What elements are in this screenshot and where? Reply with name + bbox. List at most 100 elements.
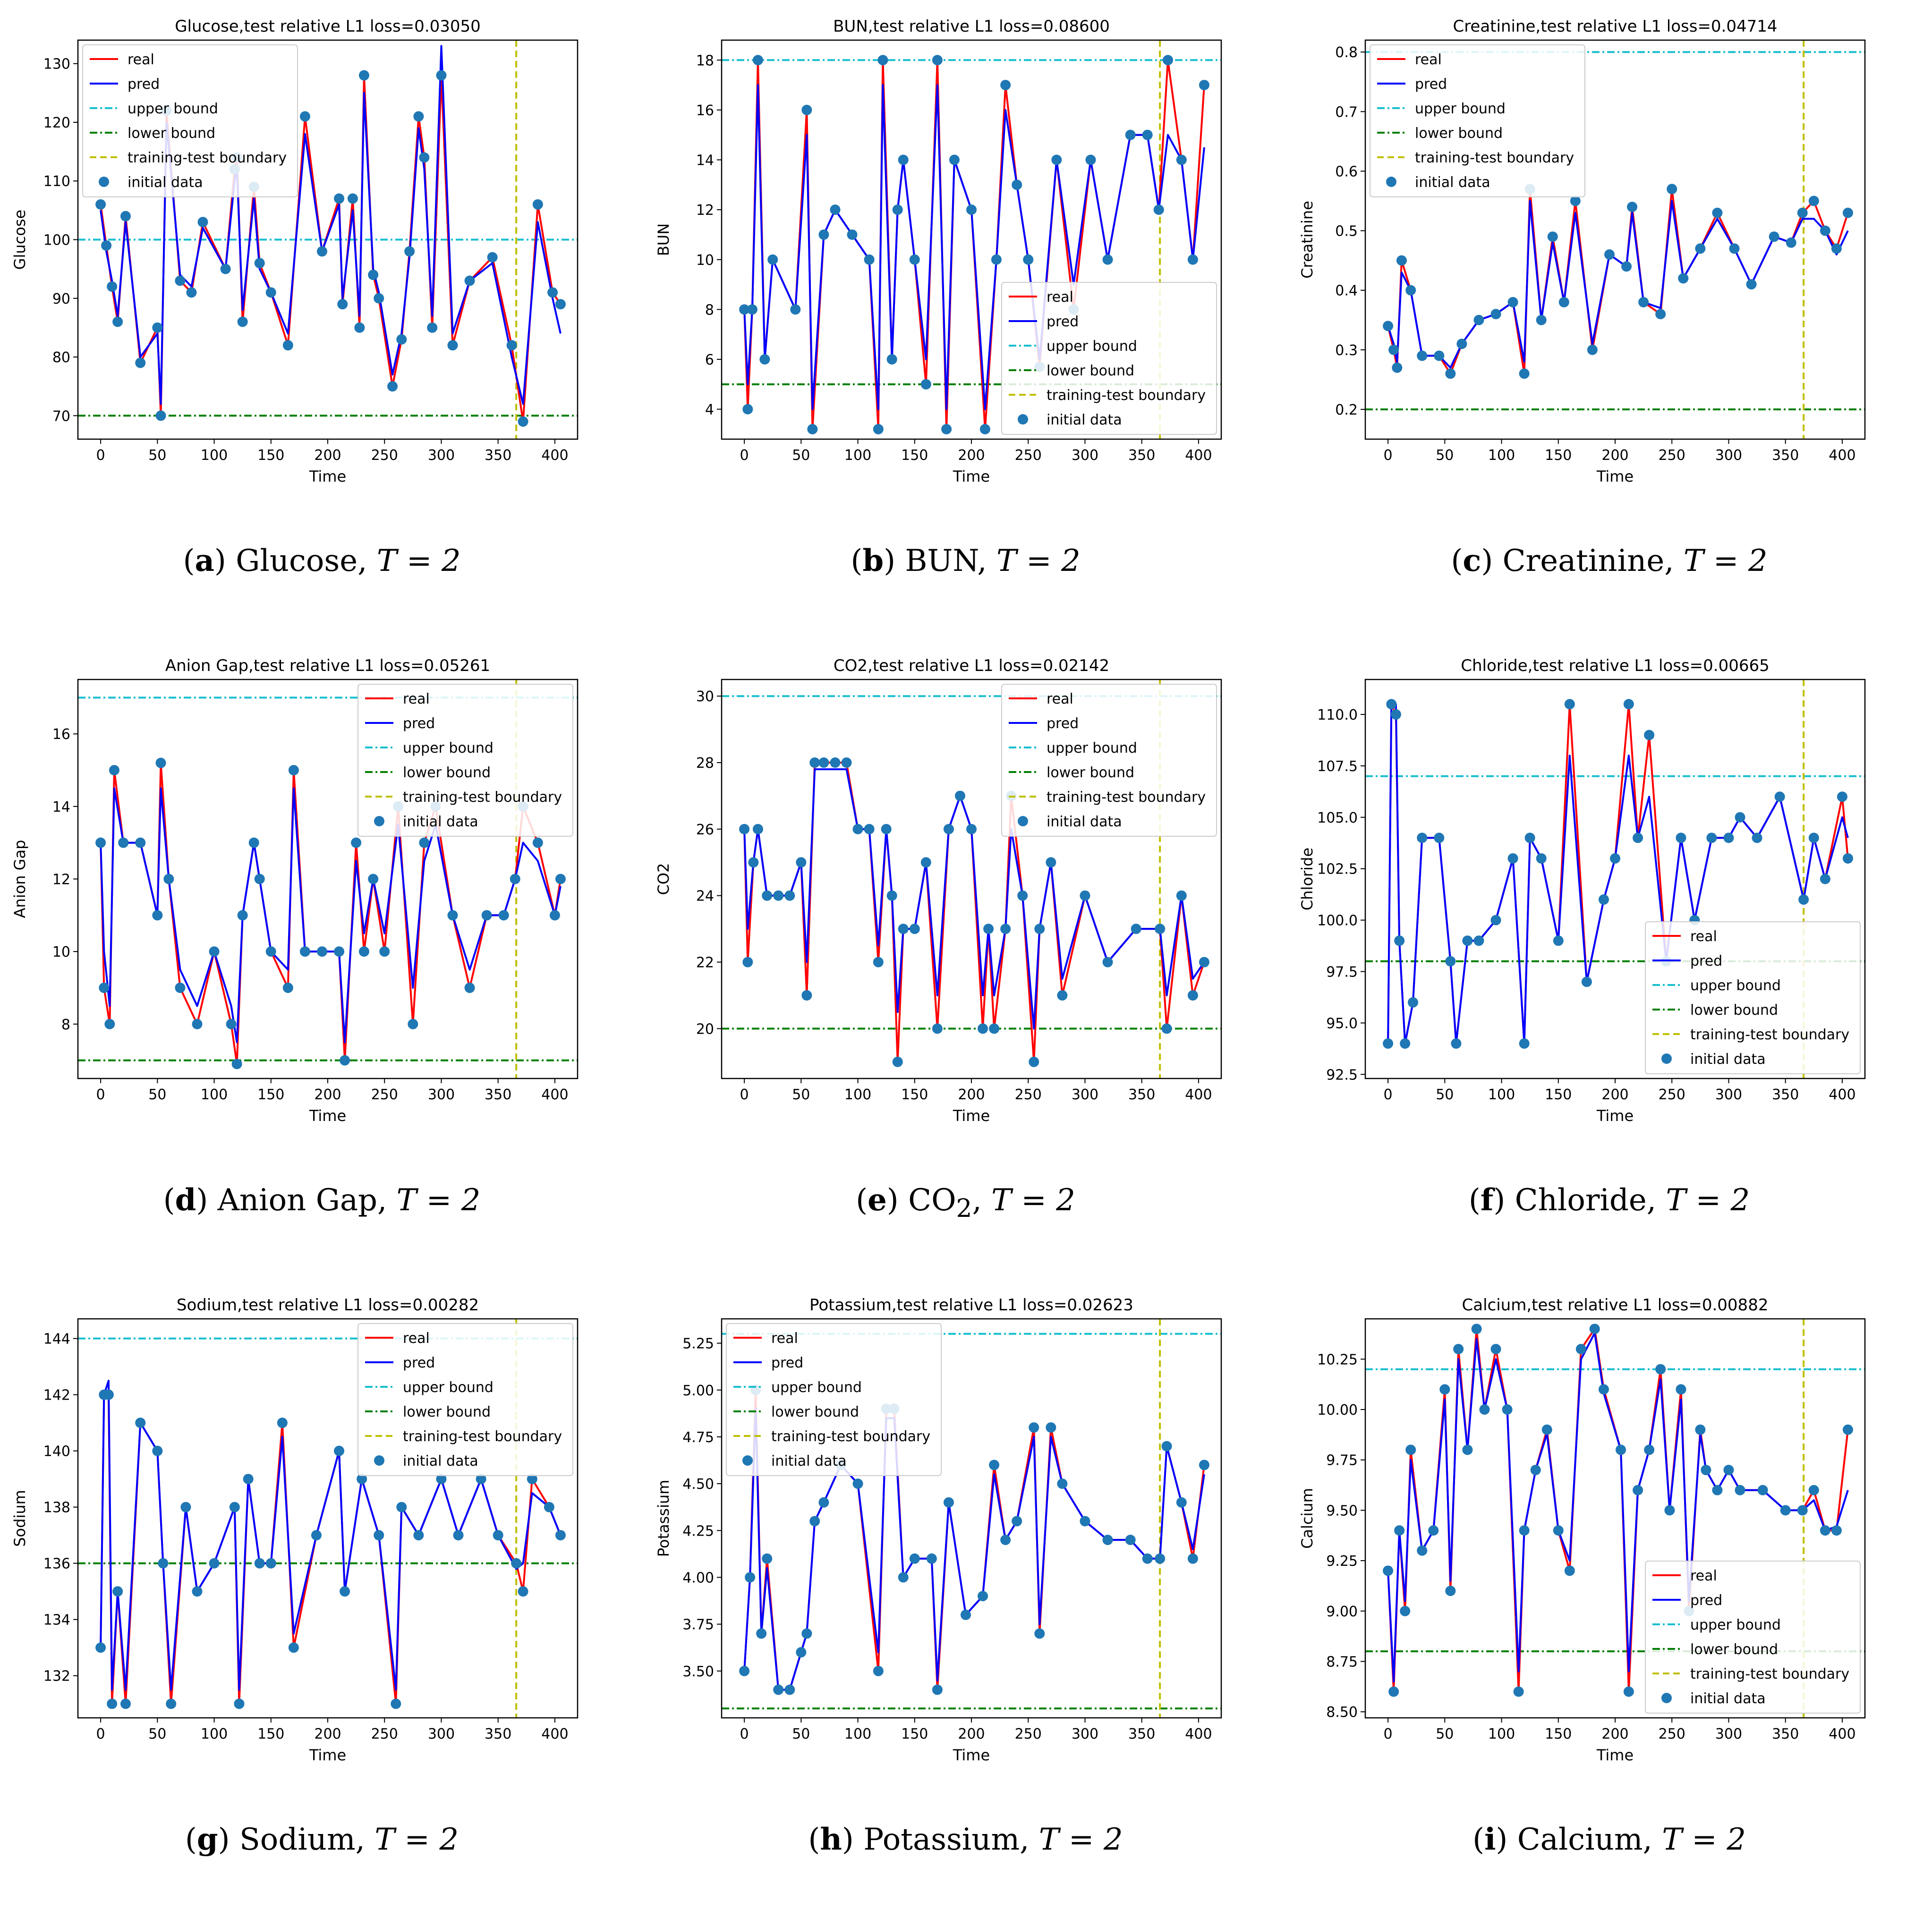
initial-data-point: [1604, 249, 1615, 260]
y-tick-label: 134: [43, 1612, 70, 1629]
x-tick-label: 0: [1384, 1726, 1393, 1742]
initial-data-point: [413, 1530, 424, 1541]
initial-data-point: [742, 404, 753, 415]
legend-label: lower bound: [771, 1404, 859, 1420]
x-tick-label: 0: [1384, 447, 1393, 464]
initial-data-point: [231, 1059, 242, 1070]
initial-data-point: [427, 322, 438, 333]
initial-data-point: [877, 55, 888, 66]
initial-data-point: [1519, 1038, 1530, 1049]
initial-data-point: [920, 379, 931, 390]
x-tick-label: 100: [201, 1087, 228, 1103]
initial-data-point: [762, 1553, 773, 1564]
y-tick-label: 20: [696, 1021, 714, 1037]
initial-data-point: [966, 204, 977, 215]
caption-parameter: T = 2: [396, 1183, 481, 1218]
y-tick-label: 12: [52, 872, 70, 888]
initial-data-point: [801, 104, 812, 115]
initial-data-point: [773, 1684, 784, 1695]
initial-data-point: [1400, 1038, 1411, 1049]
initial-data-point: [118, 837, 129, 848]
initial-data-point: [830, 204, 841, 215]
chart-title: Creatinine,test relative L1 loss=0.04714: [1453, 17, 1777, 36]
legend-label: lower bound: [403, 1404, 491, 1420]
legend: real pred upper bound lower bound training-t…: [82, 44, 298, 197]
caption-letter: (g): [185, 1822, 239, 1857]
y-tick-label: 8.75: [1326, 1654, 1358, 1671]
initial-data-point: [1383, 1038, 1394, 1049]
legend: real pred upper bound lower bound training-t…: [726, 1323, 942, 1476]
initial-data-point: [464, 275, 475, 286]
initial-data-point: [234, 1698, 245, 1709]
initial-data-point: [518, 416, 528, 427]
pred-series-line: [100, 45, 562, 405]
x-tick-label: 150: [257, 1726, 284, 1742]
initial-data-point: [1388, 344, 1399, 355]
initial-data-point: [347, 193, 358, 204]
initial-data-point: [1598, 1384, 1609, 1395]
initial-data-point: [408, 1019, 418, 1029]
caption-variable: BUN: [905, 543, 978, 578]
x-tick-label: 250: [1015, 1726, 1042, 1742]
chart-title: BUN,test relative L1 loss=0.08600: [833, 17, 1110, 36]
caption-parameter: T = 2: [374, 1822, 459, 1857]
initial-data-point: [1394, 1525, 1405, 1536]
legend-label: initial data: [1415, 174, 1490, 191]
initial-data-point: [226, 1019, 237, 1029]
initial-data-point: [1712, 207, 1723, 218]
chart-panel-d: Anion Gap,test relative L1 loss=0.05261 0…: [0, 639, 644, 1279]
initial-data-point: [1780, 1505, 1791, 1516]
legend-label: pred: [403, 715, 435, 732]
initial-data-point: [1598, 894, 1609, 905]
x-tick-label: 100: [844, 1087, 871, 1103]
initial-data-point: [747, 304, 757, 315]
initial-data-point: [340, 1055, 350, 1066]
initial-data-point: [265, 1558, 276, 1569]
pred-series-line: [743, 768, 1205, 1030]
initial-data-point: [1820, 874, 1830, 884]
caption-variable: Chloride: [1515, 1183, 1647, 1218]
x-tick-label: 200: [1601, 1087, 1628, 1103]
caption-h: (h) Potassium, T = 2: [808, 1822, 1123, 1857]
initial-data-point: [979, 424, 990, 434]
initial-data-point: [532, 199, 543, 210]
caption-parameter: T = 2: [1666, 1183, 1750, 1218]
x-tick-label: 300: [1072, 1726, 1098, 1742]
legend-label: upper bound: [128, 101, 218, 117]
initial-data-point: [801, 990, 812, 1001]
initial-data-point: [1434, 350, 1445, 361]
initial-data-point: [1589, 1324, 1600, 1334]
initial-data-point: [1723, 1465, 1734, 1476]
initial-data-point: [357, 1474, 367, 1485]
y-tick-label: 95.0: [1326, 1015, 1358, 1032]
initial-data-point: [282, 982, 293, 993]
initial-data-point: [801, 1628, 812, 1639]
initial-data-point: [209, 946, 220, 957]
x-tick-label: 150: [901, 1726, 928, 1742]
legend-marker-initial-data: [1661, 1693, 1672, 1703]
initial-data-point: [1723, 832, 1734, 843]
initial-data-point: [299, 111, 310, 122]
y-tick-label: 3.50: [682, 1664, 714, 1680]
initial-data-point: [1638, 297, 1649, 307]
x-tick-label: 200: [1601, 1726, 1628, 1742]
initial-data-point: [818, 757, 829, 768]
x-tick-label: 100: [201, 447, 228, 464]
x-tick-label: 300: [428, 1087, 455, 1103]
initial-data-point: [107, 1698, 118, 1709]
legend-label: lower bound: [1047, 764, 1134, 781]
x-tick-label: 50: [792, 447, 810, 464]
initial-data-point: [926, 1553, 937, 1564]
initial-data-point: [1034, 1628, 1045, 1639]
initial-data-point: [368, 874, 379, 884]
initial-data-point: [334, 193, 345, 204]
caption-parameter: T = 2: [1683, 543, 1768, 578]
x-tick-label: 400: [1185, 447, 1212, 464]
initial-data-point: [796, 857, 807, 868]
initial-data-point: [784, 890, 795, 901]
initial-data-point: [163, 874, 174, 884]
initial-data-point: [95, 837, 106, 848]
initial-data-point: [1176, 890, 1187, 901]
initial-data-point: [1513, 1686, 1524, 1697]
y-tick-label: 5.00: [682, 1383, 714, 1399]
